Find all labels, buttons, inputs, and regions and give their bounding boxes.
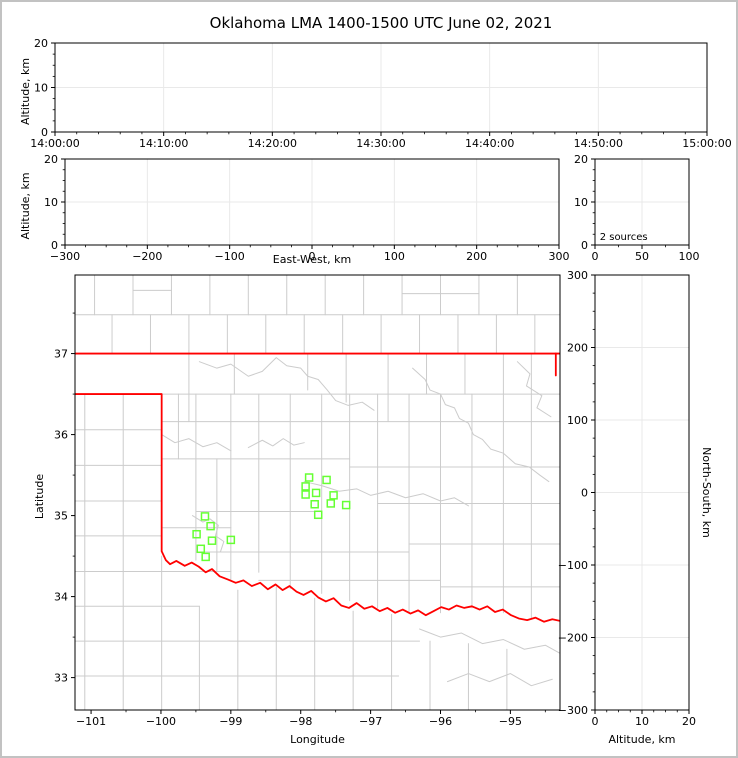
lma-station-marker [301, 490, 310, 499]
lma-station-marker [200, 512, 210, 521]
county-boundary [412, 367, 550, 483]
x-tick-label: −98 [289, 715, 312, 728]
x-tick-label: 14:30:00 [356, 137, 405, 150]
sources-count-annotation: 2 sources [600, 232, 648, 243]
x-tick-label: 0 [592, 250, 599, 263]
panel-ew_height: −300 −200 −100 0 100 200 300 0 10 20 Altitude, km E… [19, 153, 570, 266]
y-axis-label: Latitude [33, 474, 46, 520]
y-tick-label: 20 [574, 153, 588, 166]
x-tick-label: −95 [499, 715, 522, 728]
x-tick-label: 14:50:00 [574, 137, 623, 150]
y-tick-label: 37 [54, 348, 68, 361]
y-tick-label: 100 [567, 414, 588, 427]
county-boundary [419, 628, 560, 654]
oklahoma-state-border [75, 393, 560, 623]
y-tick-label: 10 [574, 196, 588, 209]
y-tick-label: 35 [54, 510, 68, 523]
y-tick-label: −300 [558, 704, 588, 717]
x-tick-label: 300 [549, 250, 570, 263]
x-tick-label: 100 [679, 250, 700, 263]
x-tick-label: −99 [219, 715, 242, 728]
y-tick-label: 0 [51, 239, 58, 252]
lma-station-marker [201, 552, 210, 562]
x-tick-label: −100 [146, 715, 176, 728]
panel-histogram: 0 50 100 0 10 20 2 sources [574, 153, 700, 263]
county-boundary [198, 357, 375, 411]
y-tick-label: 34 [54, 591, 68, 604]
county-boundary [161, 434, 232, 452]
lma-station-marker [192, 529, 201, 539]
x-tick-label: 0 [592, 715, 599, 728]
y-tick-label: 36 [54, 429, 68, 442]
y-axis-label: Altitude, km [19, 58, 32, 125]
panel-map: −101 −100 −99 −98 −97 −96 −95 33 34 35 36 37 Latitud… [33, 274, 561, 746]
x-tick-label: 14:20:00 [248, 137, 297, 150]
panel-time_height: 14:00:00 14:10:00 14:20:00 14:30:00 14:40:00… [19, 37, 732, 150]
lma-station-marker [207, 536, 217, 545]
lma-station-marker [341, 500, 351, 510]
county-boundary [247, 438, 305, 449]
x-tick-label: −100 [215, 250, 245, 263]
panel-ns_height: 0 10 20 300 200 100 0 −100 −200 −300 Altitude, km N… [558, 269, 713, 746]
x-axis-label: East-West, km [273, 253, 351, 266]
y-tick-label: 10 [34, 82, 48, 95]
x-tick-label: 14:00:00 [30, 137, 79, 150]
x-tick-label: 50 [635, 250, 649, 263]
y-tick-label: 300 [567, 269, 588, 282]
lma-station-marker [329, 491, 338, 500]
x-tick-label: 100 [384, 250, 405, 263]
x-tick-label: −200 [132, 250, 162, 263]
x-axis-label: Altitude, km [608, 733, 675, 746]
x-tick-label: −96 [429, 715, 452, 728]
y-tick-label: 0 [581, 487, 588, 500]
x-tick-label: 15:00:00 [682, 137, 731, 150]
county-boundary [446, 673, 553, 687]
x-tick-label: −101 [76, 715, 106, 728]
lma-station-marker [326, 499, 336, 508]
lma-station-marker [206, 521, 215, 531]
x-tick-label: 14:40:00 [465, 137, 514, 150]
x-tick-label: −97 [359, 715, 382, 728]
y-tick-label: 33 [54, 672, 68, 685]
lma-station-marker [301, 482, 310, 491]
lma-station-marker [304, 473, 314, 482]
y-tick-label: 0 [581, 239, 588, 252]
lma-station-marker [196, 544, 206, 554]
lma-station-marker [313, 510, 323, 520]
y-tick-label: 0 [41, 126, 48, 139]
lma-station-marker [322, 475, 331, 485]
county-boundary [516, 361, 552, 418]
county-boundary [191, 515, 225, 553]
y-axis-label: Altitude, km [19, 172, 32, 239]
y-tick-label: −100 [558, 559, 588, 572]
y-tick-label: −200 [558, 632, 588, 645]
x-tick-label: −300 [50, 250, 80, 263]
y-tick-label: 20 [44, 153, 58, 166]
map-content [75, 275, 560, 710]
lma-station-marker [310, 500, 319, 509]
x-tick-label: 0 [309, 250, 316, 263]
x-tick-label: 10 [635, 715, 649, 728]
y-tick-label: 10 [44, 196, 58, 209]
panel-border [74, 274, 561, 711]
x-axis-label: Longitude [290, 733, 345, 746]
x-tick-label: 200 [466, 250, 487, 263]
lma-station-marker [311, 488, 321, 498]
lma-station-marker [226, 535, 236, 545]
county-boundary [303, 481, 469, 507]
y-tick-label: 200 [567, 342, 588, 355]
figure-title: Oklahoma LMA 1400-1500 UTC June 02, 2021 [210, 14, 553, 32]
y-tick-label: 20 [34, 37, 48, 50]
x-tick-label: 20 [682, 715, 696, 728]
x-tick-label: 14:10:00 [139, 137, 188, 150]
y-axis-label-right: North-South, km [700, 447, 713, 538]
